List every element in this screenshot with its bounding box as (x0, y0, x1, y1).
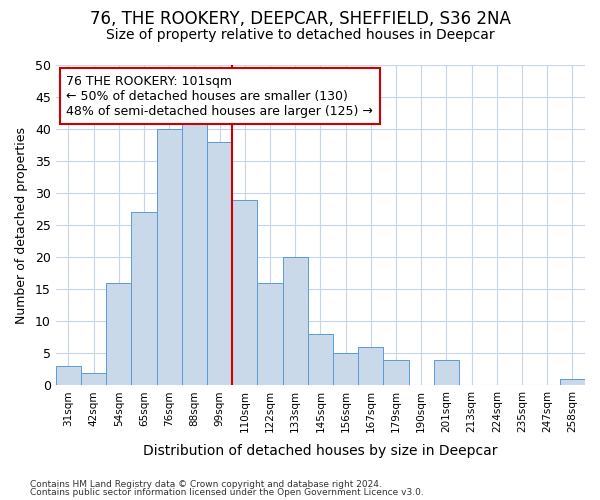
Bar (383, 360, 409, 386)
Bar (308, 334, 333, 386)
Text: 76 THE ROOKERY: 101sqm
← 50% of detached houses are smaller (130)
48% of semi-de: 76 THE ROOKERY: 101sqm ← 50% of detached… (67, 74, 373, 118)
Bar (257, 283, 283, 386)
Bar (182, 122, 207, 386)
X-axis label: Distribution of detached houses by size in Deepcar: Distribution of detached houses by size … (143, 444, 497, 458)
Text: Contains HM Land Registry data © Crown copyright and database right 2024.: Contains HM Land Registry data © Crown c… (30, 480, 382, 489)
Text: 76, THE ROOKERY, DEEPCAR, SHEFFIELD, S36 2NA: 76, THE ROOKERY, DEEPCAR, SHEFFIELD, S36… (89, 10, 511, 28)
Y-axis label: Number of detached properties: Number of detached properties (15, 126, 28, 324)
Bar (434, 360, 459, 386)
Bar (81, 372, 106, 386)
Bar (131, 212, 157, 386)
Bar (56, 366, 81, 386)
Bar (560, 379, 585, 386)
Bar (106, 283, 131, 386)
Bar (283, 257, 308, 386)
Text: Size of property relative to detached houses in Deepcar: Size of property relative to detached ho… (106, 28, 494, 42)
Bar (207, 142, 232, 386)
Text: Contains public sector information licensed under the Open Government Licence v3: Contains public sector information licen… (30, 488, 424, 497)
Bar (232, 200, 257, 386)
Bar (358, 347, 383, 386)
Bar (157, 129, 182, 386)
Bar (333, 354, 358, 386)
